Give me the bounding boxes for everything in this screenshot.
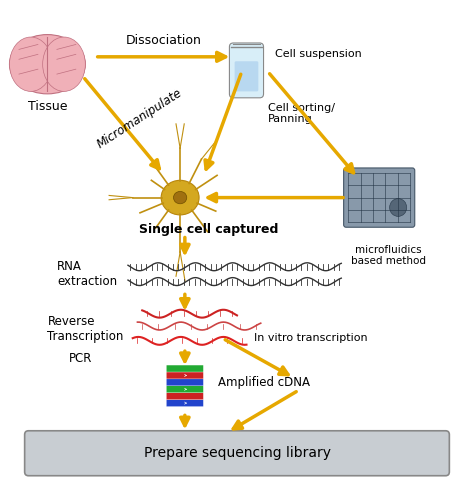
Text: Dissociation: Dissociation: [126, 34, 201, 47]
Ellipse shape: [9, 35, 85, 94]
FancyBboxPatch shape: [166, 400, 203, 407]
Ellipse shape: [161, 180, 199, 215]
Text: Tissue: Tissue: [27, 100, 67, 113]
FancyBboxPatch shape: [166, 372, 203, 379]
Ellipse shape: [173, 192, 187, 204]
Text: Single cell captured: Single cell captured: [139, 223, 278, 236]
Text: PCR: PCR: [69, 352, 92, 365]
FancyBboxPatch shape: [25, 431, 449, 476]
FancyBboxPatch shape: [344, 168, 415, 227]
Text: Reverse
Transcription: Reverse Transcription: [47, 315, 124, 342]
Text: microfluidics
based method: microfluidics based method: [351, 245, 426, 266]
FancyBboxPatch shape: [235, 61, 258, 91]
Text: In vitro transcription: In vitro transcription: [254, 333, 367, 343]
Text: Cell suspension: Cell suspension: [275, 49, 362, 59]
Text: Prepare sequencing library: Prepare sequencing library: [144, 446, 330, 460]
Ellipse shape: [43, 37, 85, 91]
Text: Micromanipulate: Micromanipulate: [95, 86, 185, 151]
Text: RNA
extraction: RNA extraction: [57, 260, 117, 288]
Ellipse shape: [9, 37, 52, 91]
Text: Cell sorting/
Panning: Cell sorting/ Panning: [268, 103, 335, 124]
FancyBboxPatch shape: [166, 379, 203, 386]
FancyBboxPatch shape: [166, 393, 203, 400]
Text: Amplified cDNA: Amplified cDNA: [218, 376, 310, 389]
FancyBboxPatch shape: [229, 43, 264, 98]
FancyBboxPatch shape: [166, 365, 203, 372]
FancyBboxPatch shape: [166, 386, 203, 393]
Circle shape: [390, 199, 407, 216]
